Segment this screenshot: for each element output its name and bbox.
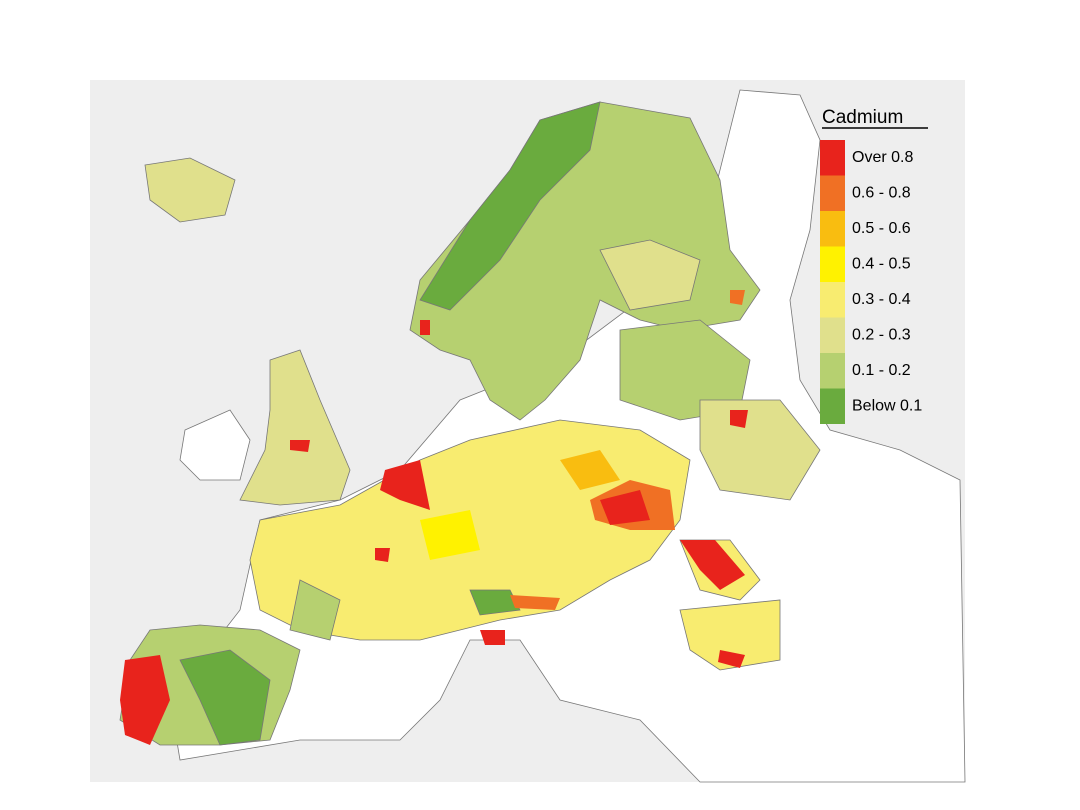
legend-label: 0.5 - 0.6 [852,220,911,237]
legend-label: Below 0.1 [852,398,922,415]
legend-label: Over 0.8 [852,149,913,166]
land [119,89,966,783]
legend-swatch [820,388,845,424]
legend: Over 0.8 0.6 - 0.8 0.5 - 0.6 0.4 - 0.5 0.3 -… [820,140,922,424]
legend-label: 0.2 - 0.3 [852,327,911,344]
legend-label: 0.6 - 0.8 [852,185,911,202]
legend-swatch [820,317,845,353]
legend-label: 0.4 - 0.5 [852,256,911,273]
legend-swatch [820,211,845,247]
legend-title: Cadmium [822,107,903,128]
hotspots [120,290,748,745]
legend-swatch [820,282,845,318]
legend-swatch [820,353,845,389]
legend-label: 0.1 - 0.2 [852,362,911,379]
legend-swatch [820,246,845,282]
legend-label: 0.3 - 0.4 [852,291,911,308]
legend-swatch [820,140,845,176]
legend-swatch [820,175,845,211]
